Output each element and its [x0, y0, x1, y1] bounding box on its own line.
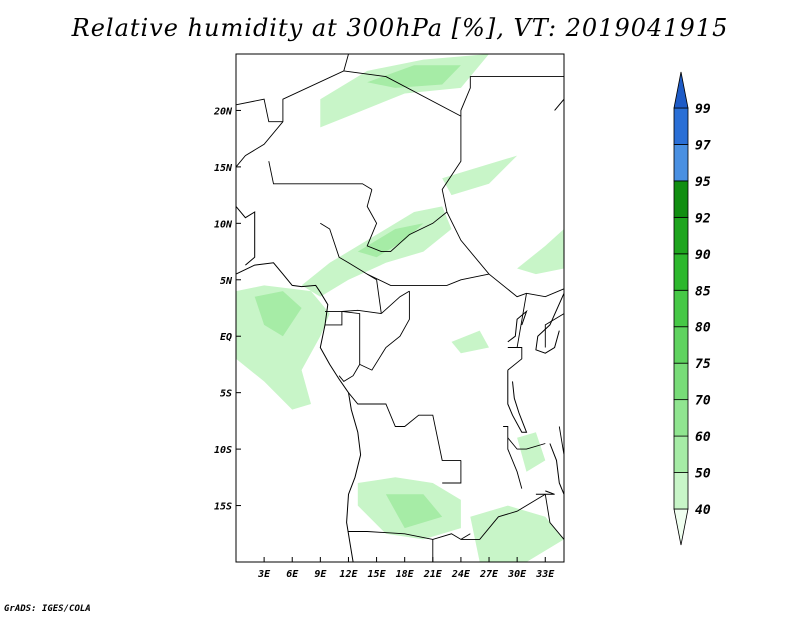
colorbar-label: 85	[695, 284, 711, 299]
coastline	[235, 206, 256, 266]
country-border	[503, 426, 523, 489]
humidity-area	[236, 285, 330, 410]
colorbar-label: 97	[695, 138, 711, 153]
country-border	[507, 347, 523, 371]
colorbar-label: 50	[695, 467, 711, 482]
country-border	[380, 290, 410, 314]
country-border	[442, 460, 462, 484]
colorbar-swatch	[673, 326, 689, 364]
lon-tick-label: 18E	[396, 569, 415, 580]
colorbar-label: 70	[695, 394, 711, 409]
colorbar-swatch	[673, 253, 689, 291]
country-border	[343, 70, 527, 298]
colorbar-label: 60	[695, 430, 711, 445]
country-border	[359, 291, 410, 371]
country-border	[367, 273, 490, 286]
country-border	[320, 222, 382, 314]
lat-tick-label: 5N	[220, 276, 233, 287]
country-border	[268, 161, 373, 190]
country-border	[558, 426, 565, 455]
humidity-area	[517, 229, 564, 275]
map-title: Relative humidity at 300hPa [%], VT: 201…	[71, 14, 729, 42]
colorbar-label: 75	[695, 357, 711, 372]
coastline	[549, 443, 565, 495]
colorbar-label: 90	[695, 248, 711, 263]
humidity-area	[470, 505, 564, 562]
lat-tick-label: 15N	[214, 163, 233, 174]
lon-tick-label: 33E	[535, 569, 555, 580]
colorbar-label: 95	[695, 175, 711, 190]
colorbar-label: 99	[695, 102, 711, 117]
humidity-area	[385, 494, 443, 529]
lon-tick-label: 9E	[314, 569, 327, 580]
colorbar-swatch	[673, 289, 689, 328]
coastline	[235, 262, 362, 563]
coastlines	[235, 87, 565, 563]
lon-tick-label: 27E	[479, 569, 499, 580]
lon-tick-label: 12E	[339, 569, 358, 580]
country-border	[516, 293, 527, 348]
plot-frame	[235, 53, 565, 563]
country-border	[338, 310, 361, 382]
humidity-area	[517, 432, 546, 472]
colorbar-label: 40	[695, 503, 711, 518]
lat-tick-label: 5S	[220, 389, 232, 400]
country-border	[235, 98, 283, 123]
colorbar: 40 50 60 70 75 80 85 90 92 95 97 99	[673, 71, 711, 546]
lon-tick-label: 30E	[507, 569, 527, 580]
colorbar-swatch	[673, 180, 689, 218]
grads-credit: GrADS: IGES/COLA	[4, 604, 91, 614]
colorbar-swatch	[673, 362, 689, 401]
lat-tick-label: 15S	[214, 502, 232, 513]
lat-tick-label: 20N	[213, 106, 233, 117]
lon-tick-label: 6E	[286, 569, 299, 580]
colorbar-swatch	[673, 216, 689, 255]
colorbar-swatch	[673, 435, 689, 473]
country-border	[366, 189, 448, 253]
longitude-ticks: 3E 6E 9E 12E 15E 18E 21E 24E 27E 30E 33E	[257, 557, 555, 580]
country-border	[507, 437, 546, 450]
lon-tick-label: 21E	[423, 569, 443, 580]
country-border	[526, 288, 565, 298]
coastline	[535, 490, 555, 495]
coastline	[535, 293, 565, 354]
colorbar-high-triangle	[673, 71, 689, 109]
humidity-areas	[236, 54, 564, 562]
coastline	[507, 370, 528, 433]
humidity-area	[367, 65, 461, 88]
colorbar-low-triangle	[673, 508, 689, 546]
country-border	[325, 311, 343, 326]
lon-tick-label: 15E	[368, 569, 387, 580]
colorbar-label: 80	[695, 321, 711, 336]
country-border	[460, 76, 564, 117]
country-border	[460, 493, 546, 540]
colorbar-swatch	[673, 144, 689, 182]
lat-tick-label: EQ	[220, 332, 232, 343]
lat-tick-label: 10S	[214, 445, 232, 456]
lon-tick-label: 24E	[451, 569, 471, 580]
humidity-area	[451, 330, 489, 354]
country-border	[544, 313, 565, 348]
colorbar-swatch	[673, 399, 689, 437]
country-border	[348, 392, 461, 461]
coastline	[507, 309, 528, 343]
lat-tick-label: 10N	[214, 219, 233, 230]
latitude-ticks: 20N 15N 10N 5N EQ 5S 10S 15S	[213, 106, 241, 513]
country-border	[544, 494, 565, 540]
humidity-area	[254, 291, 302, 337]
colorbar-swatch	[673, 107, 689, 145]
colorbar-swatch	[673, 472, 689, 510]
humidity-area	[442, 155, 518, 196]
country-border	[325, 309, 382, 315]
lon-tick-label: 3E	[257, 569, 271, 580]
colorbar-label: 92	[695, 211, 711, 226]
